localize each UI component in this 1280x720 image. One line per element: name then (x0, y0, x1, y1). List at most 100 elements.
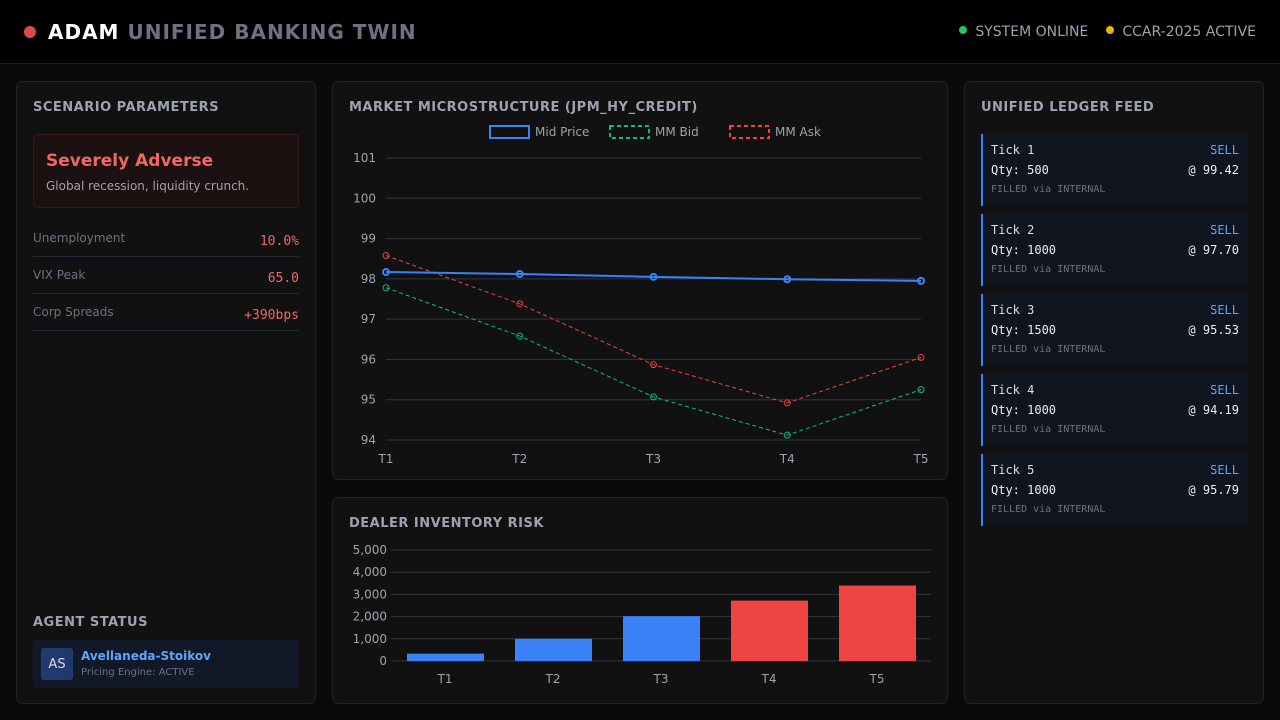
param-spreads: Corp Spreads +390bps (33, 294, 299, 331)
param-value: 10.0% (259, 233, 299, 249)
y-tick-label: 5,000 (353, 543, 387, 557)
scenario-name: Severely Adverse (46, 151, 214, 171)
ledger-entry[interactable]: Tick 3 SELL Qty: 1500 @ 95.53 FILLED via INT… (981, 294, 1247, 366)
data-point (917, 276, 925, 285)
legend-swatch (489, 125, 530, 139)
ledger-qty: Qty: 1000 (991, 483, 1057, 497)
ledger-entry[interactable]: Tick 4 SELL Qty: 1000 @ 94.19 FILLED via INT… (981, 374, 1247, 446)
y-tick-label: 94 (361, 433, 376, 447)
ledger-side: SELL (1210, 303, 1239, 317)
data-point (783, 431, 791, 439)
param-value: +390bps (244, 307, 299, 323)
ledger-price: @ 95.79 (1188, 483, 1239, 497)
param-label: Corp Spreads (33, 305, 114, 319)
app-title: UNIFIED BANKING TWIN (127, 19, 417, 44)
status-ccar: CCAR-2025 ACTIVE (1106, 24, 1256, 40)
x-tick-label: T2 (511, 452, 527, 466)
param-label: Unemployment (33, 231, 126, 245)
panel-title: SCENARIO PARAMETERS (33, 100, 220, 115)
x-tick-label: T3 (645, 452, 661, 466)
legend-label: MM Ask (775, 125, 821, 139)
ledger-price: @ 95.53 (1188, 323, 1239, 337)
data-point (650, 393, 657, 401)
x-tick-label: T1 (437, 672, 453, 686)
y-tick-label: 3,000 (353, 587, 387, 601)
bar-t3 (623, 616, 700, 661)
status-system: SYSTEM ONLINE (959, 24, 1088, 40)
ledger-qty: Qty: 1500 (991, 323, 1057, 337)
ledger-price: @ 97.70 (1188, 243, 1239, 257)
avatar: AS (41, 648, 73, 680)
y-tick-label: 99 (361, 232, 376, 246)
data-point (382, 251, 390, 259)
market-line-chart: 94 95 96 97 98 99 100 101 T1 T2 T3 T4 T5 Mid Price MM … (353, 125, 929, 466)
series-line-mid-price (385, 271, 922, 282)
ledger-side: SELL (1210, 223, 1239, 237)
legend-swatch (609, 125, 650, 139)
market-panel: 94 95 96 97 98 99 100 101 T1 T2 T3 T4 T5 Mid Price MM … (332, 81, 948, 480)
data-point (516, 300, 524, 308)
param-vix: VIX Peak 65.0 (33, 257, 299, 294)
y-tick-label: 98 (361, 272, 376, 286)
inventory-bar-chart: 0 1,000 2,000 3,000 4,000 5,000 T1 T2 T3 T4 T5 (353, 543, 931, 686)
ledger-price: @ 94.19 (1188, 403, 1239, 417)
data-point (382, 284, 390, 292)
ledger-qty: Qty: 1000 (991, 243, 1057, 257)
scenario-panel: SCENARIO PARAMETERS Severely Adverse Glo… (16, 81, 316, 704)
series-line-mm-bid (385, 287, 922, 436)
ledger-side: SELL (1210, 463, 1239, 477)
x-tick-label: T5 (869, 672, 885, 686)
data-point (650, 361, 657, 369)
ledger-side: SELL (1210, 383, 1239, 397)
scenario-description: Global recession, liquidity crunch. (46, 179, 250, 193)
data-point (917, 386, 925, 394)
series-line-mm-ask (385, 255, 922, 404)
agent-status: Pricing Engine: ACTIVE (81, 667, 195, 678)
status-bar: SYSTEM ONLINE CCAR-2025 ACTIVE (959, 24, 1256, 40)
ledger-status: FILLED via INTERNAL (991, 344, 1106, 355)
y-tick-label: 96 (361, 352, 376, 366)
scenario-card[interactable]: Severely Adverse Global recession, liqui… (33, 134, 299, 208)
ledger-label: Tick 4 (991, 383, 1035, 397)
ledger-status: FILLED via INTERNAL (991, 424, 1106, 435)
ledger-qty: Qty: 1000 (991, 403, 1057, 417)
ledger-side: SELL (1210, 143, 1239, 157)
y-tick-label: 4,000 (353, 565, 387, 579)
ledger-qty: Qty: 500 (991, 163, 1049, 177)
data-point (515, 270, 524, 279)
agent-name: Avellaneda-Stoikov (81, 649, 211, 663)
x-tick-label: T5 (913, 452, 929, 466)
status-label: SYSTEM ONLINE (975, 23, 1089, 40)
header: ADAM UNIFIED BANKING TWIN SYSTEM ONLINE … (0, 0, 1280, 64)
legend-swatch (729, 125, 770, 139)
agent-card[interactable]: AS Avellaneda-Stoikov Pricing Engine: AC… (33, 640, 299, 688)
panel-title: MARKET MICROSTRUCTURE (JPM_HY_CREDIT) (349, 100, 698, 115)
panel-title: UNIFIED LEDGER FEED (981, 100, 1155, 115)
data-point (783, 275, 792, 284)
ledger-price: @ 99.42 (1188, 163, 1239, 177)
x-tick-label: T3 (653, 672, 669, 686)
y-tick-label: 2,000 (353, 610, 387, 624)
logo-dot-icon (24, 25, 36, 38)
ledger-entry[interactable]: Tick 1 SELL Qty: 500 @ 99.42 FILLED via INTE… (981, 134, 1247, 206)
status-dot-icon (959, 25, 968, 34)
data-point (917, 353, 925, 361)
param-value: 65.0 (267, 270, 299, 286)
legend-label: MM Bid (655, 125, 699, 139)
param-label: VIX Peak (33, 268, 86, 282)
param-unemployment: Unemployment 10.0% (33, 220, 299, 257)
x-tick-label: T2 (545, 672, 561, 686)
y-tick-label: 1,000 (353, 632, 387, 646)
x-tick-label: T1 (378, 452, 394, 466)
ledger-status: FILLED via INTERNAL (991, 504, 1106, 515)
legend-label: Mid Price (535, 125, 589, 139)
ledger-status: FILLED via INTERNAL (991, 264, 1106, 275)
ledger-panel: UNIFIED LEDGER FEED Tick 1 SELL Qty: 500 @ … (964, 81, 1264, 704)
y-tick-label: 0 (379, 654, 387, 668)
data-point (516, 332, 524, 340)
ledger-entry[interactable]: Tick 5 SELL Qty: 1000 @ 95.79 FILLED via INT… (981, 454, 1247, 526)
ledger-label: Tick 1 (991, 143, 1035, 157)
ledger-entry[interactable]: Tick 2 SELL Qty: 1000 @ 97.70 FILLED via INT… (981, 214, 1247, 286)
ledger-label: Tick 3 (991, 303, 1035, 317)
panel-title: DEALER INVENTORY RISK (349, 516, 544, 531)
